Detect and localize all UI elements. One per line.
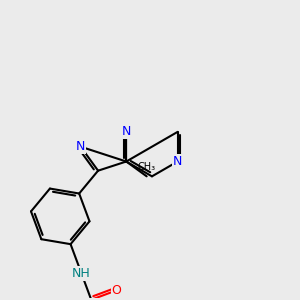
Text: CH₃: CH₃ <box>138 162 156 172</box>
Text: N: N <box>76 140 85 153</box>
Text: NH: NH <box>71 267 90 280</box>
Text: N: N <box>122 125 131 138</box>
Text: O: O <box>111 284 121 297</box>
Text: N: N <box>173 155 182 168</box>
